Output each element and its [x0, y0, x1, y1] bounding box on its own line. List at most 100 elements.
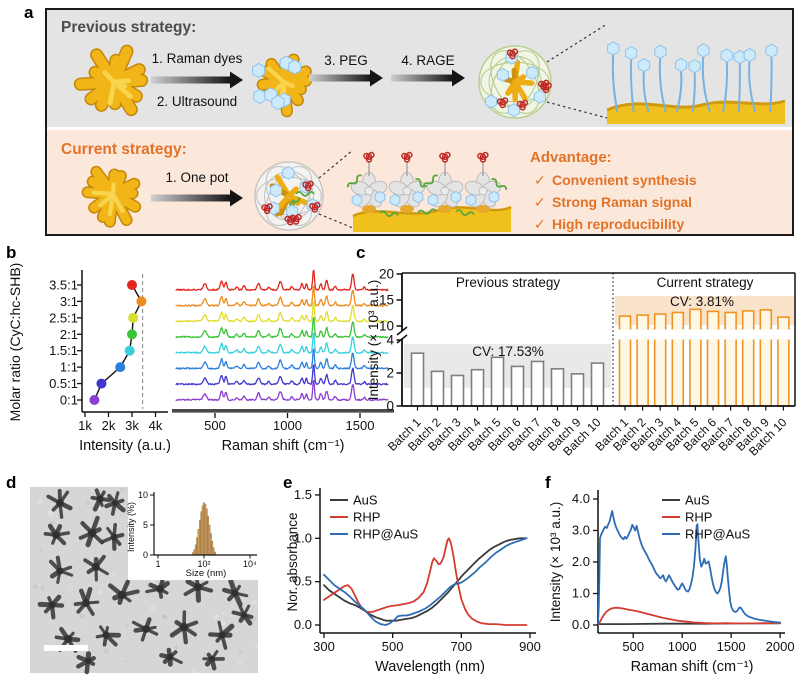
- current-strategy-title: Current strategy:: [61, 141, 187, 158]
- dye-stalk-icon: [701, 54, 711, 113]
- bar-previous: [490, 356, 505, 407]
- dye-hexagon-icon: [743, 47, 756, 63]
- svg-text:0.0: 0.0: [572, 617, 590, 632]
- previous-strategy-title: Previous strategy:: [61, 19, 196, 36]
- scatter-point: [89, 395, 100, 405]
- histogram-bar: [197, 529, 200, 556]
- series-line-RHP@AuS: [323, 537, 528, 626]
- raman-dye-squiggle-icon: [537, 79, 550, 91]
- nanostar-tem-particle: [183, 576, 214, 603]
- bar-current: [724, 311, 737, 407]
- scatter-point: [128, 312, 139, 323]
- nanostar-tem-particle: [48, 555, 74, 584]
- step-rage: 4. RAGE: [401, 53, 454, 68]
- svg-text:0:1: 0:1: [60, 393, 78, 408]
- dye-hexagon-icon: [389, 193, 401, 207]
- dye-hexagon-icon: [526, 65, 539, 80]
- dye-stalk-icon: [691, 70, 696, 113]
- raman-dye-squiggle-icon: [302, 180, 314, 192]
- svg-text:20: 20: [379, 267, 394, 282]
- step-one-pot: 1. One pot: [165, 170, 228, 185]
- scatter-point: [127, 329, 137, 340]
- dye-hexagon-icon: [374, 190, 386, 204]
- svg-text:CV: 3.81%: CV: 3.81%: [670, 294, 734, 309]
- nanostar-tem-particle: [43, 523, 70, 546]
- dye-hexagon-icon: [625, 46, 638, 61]
- polymer-squiggle-icon: [422, 174, 438, 188]
- nanostar-tem-particle: [104, 491, 126, 516]
- svg-text:10: 10: [138, 490, 148, 500]
- panel-b-molar-ratio-and-spectra: Molar ratio (CyC:hc-SHB) 0:1 0.5:11:1 1.5:1…: [7, 263, 394, 454]
- raman-dye-squiggle-icon: [401, 151, 413, 163]
- dye-hexagon-icon: [351, 193, 363, 207]
- advantage-item: High reproducibility: [552, 216, 684, 232]
- dye-stalk-icon: [611, 52, 619, 113]
- scatter-point: [136, 296, 147, 307]
- gold-nanostar-icon: [81, 165, 142, 228]
- dye-hexagon-icon: [720, 48, 733, 63]
- raman-trace: [175, 364, 389, 386]
- dye-hexagon-icon: [253, 88, 267, 104]
- bar-previous: [590, 362, 605, 407]
- panel-label-a: a: [24, 3, 34, 22]
- coated-nanoparticle-icon: [478, 45, 552, 119]
- svg-text:1.5: 1.5: [294, 487, 312, 502]
- step-ultrasound: 2. Ultrasound: [157, 94, 237, 109]
- dye-hexagon-icon: [637, 58, 651, 73]
- histogram-bar: [196, 537, 198, 556]
- polymer-squiggle-icon: [491, 178, 508, 190]
- histogram-bar: [212, 547, 215, 556]
- histogram-bar: [199, 520, 201, 556]
- bar-current: [759, 309, 773, 407]
- svg-text:10: 10: [379, 319, 394, 334]
- svg-text:500: 500: [204, 418, 226, 433]
- dye-hexagon-icon: [288, 59, 302, 75]
- panel-d-tem-image: 0 5 10 1 10² 10⁴ Intensity (%) Size (nm): [30, 487, 259, 675]
- svg-text:Intensity (a.u.): Intensity (a.u.): [79, 438, 171, 454]
- svg-text:2k: 2k: [102, 418, 116, 433]
- svg-text:RHP: RHP: [353, 510, 380, 525]
- scale-bar: [44, 645, 88, 651]
- dye-stalk-icon: [675, 68, 683, 113]
- svg-text:500: 500: [382, 639, 404, 654]
- scatter-point: [127, 279, 137, 290]
- panel-label-e: e: [283, 473, 293, 492]
- panel-label-b: b: [6, 243, 17, 262]
- svg-text:1500: 1500: [346, 418, 375, 433]
- scatter-point: [96, 378, 107, 389]
- raman-dye-squiggle-icon: [309, 201, 321, 213]
- nanostar-tem-particle: [76, 651, 96, 675]
- dye-hexagon-icon: [533, 89, 546, 104]
- nanostar-tem-particle: [202, 649, 225, 671]
- svg-text:4: 4: [386, 333, 394, 348]
- dye-hexagon-icon: [697, 43, 710, 58]
- svg-text:Intensity (× 10³ a.u.): Intensity (× 10³ a.u.): [366, 280, 381, 400]
- svg-text:AuS: AuS: [353, 493, 378, 508]
- bar-current: [671, 311, 685, 407]
- histogram-bar: [193, 549, 196, 556]
- nanostar-tem-particle: [37, 594, 65, 620]
- svg-text:2: 2: [386, 366, 394, 381]
- nanostar-tem-particle: [159, 647, 183, 667]
- bar-previous: [550, 368, 565, 407]
- svg-text:900: 900: [519, 639, 541, 654]
- bar-previous: [470, 368, 485, 407]
- svg-text:2000: 2000: [766, 639, 795, 654]
- svg-text:RHP@AuS: RHP@AuS: [685, 527, 751, 542]
- bar-previous: [450, 374, 465, 407]
- dye-stalk-icon: [722, 59, 729, 113]
- svg-text:1500: 1500: [717, 639, 746, 654]
- panel-label-f: f: [545, 473, 551, 492]
- arrow-icon: [151, 194, 231, 202]
- dye-hexagon-icon: [688, 59, 701, 74]
- series-line-RHP: [598, 606, 782, 626]
- series-line-RHP: [323, 537, 528, 626]
- svg-text:5: 5: [143, 520, 148, 530]
- svg-text:1.0: 1.0: [294, 530, 312, 545]
- nanostar-tem-particle: [46, 488, 73, 519]
- dye-hexagon-icon: [465, 193, 477, 207]
- panel-a-illustrations: [47, 10, 792, 234]
- nanostar-tem-particle: [231, 604, 254, 626]
- gold-surface: [607, 101, 785, 124]
